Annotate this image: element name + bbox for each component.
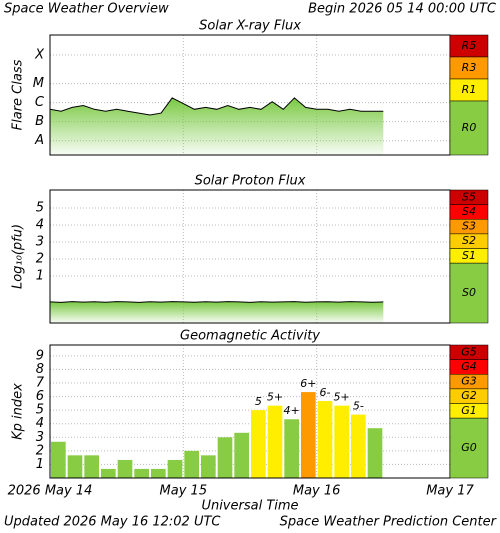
y-tick-label: 4	[36, 218, 44, 233]
y-axis-label: Flare Class	[11, 59, 26, 130]
y-tick-label: 9	[36, 348, 44, 363]
scale-label: S2	[462, 234, 476, 247]
y-tick-label: 3	[36, 235, 44, 250]
kp-bar	[51, 441, 66, 478]
y-tick-label: X	[34, 48, 45, 63]
scale-label: S3	[462, 220, 476, 233]
kp-bar	[334, 405, 349, 478]
y-axis-label: Kp index	[11, 383, 26, 440]
scale-label: G4	[461, 360, 477, 373]
x-tick-label: May 16	[293, 484, 341, 499]
kp-bar	[351, 414, 366, 478]
flux-line	[49, 301, 384, 303]
x-axis-label: Universal Time	[201, 499, 298, 514]
scale-label: G2	[461, 389, 477, 402]
kp-label: 6+	[300, 377, 316, 390]
kp-bar	[317, 401, 333, 478]
y-tick-label: 4	[36, 416, 44, 431]
scale-label: G0	[461, 441, 477, 454]
y-tick-label: 3	[36, 430, 44, 445]
kp-bar	[251, 410, 266, 478]
scale-label: R1	[462, 83, 477, 96]
y-tick-label: C	[35, 95, 45, 110]
scale-label: S1	[462, 249, 476, 262]
panel-title: Solar X-ray Flux	[199, 19, 301, 34]
y-tick-label: A	[34, 133, 44, 148]
kp-label: 5+	[334, 391, 350, 404]
kp-label: 5	[255, 395, 262, 408]
kp-bar	[101, 468, 116, 478]
y-axis-label: Log₁₀(pfu)	[11, 224, 26, 289]
kp-bar	[367, 428, 383, 478]
y-tick-label: 5	[36, 403, 44, 418]
y-tick-label: B	[35, 114, 44, 129]
kp-label: 5-	[353, 400, 364, 413]
y-tick-label: M	[33, 76, 44, 91]
scale-label: S0	[462, 286, 476, 299]
plot-background	[50, 190, 450, 323]
kp-label: 6-	[320, 386, 331, 399]
begin-time: Begin 2026 05 14 00:00 UTC	[308, 2, 497, 17]
y-tick-label: 2	[36, 252, 44, 267]
kp-bar	[201, 455, 216, 478]
flux-line	[49, 97, 384, 116]
scale-label: G1	[461, 404, 477, 417]
scale-segment	[449, 100, 489, 156]
scale-label: G3	[461, 375, 477, 388]
page-title: Space Weather Overview	[4, 2, 169, 17]
scale-label: R3	[462, 61, 477, 74]
kp-label: 5+	[267, 391, 283, 404]
plot-background	[50, 345, 450, 478]
kp-bar	[267, 405, 283, 478]
scale-label: S4	[462, 205, 476, 218]
panel-title: Solar Proton Flux	[195, 174, 306, 189]
y-tick-label: 5	[36, 201, 44, 216]
kp-bar	[84, 455, 99, 478]
kp-bar	[217, 437, 233, 478]
scale-segment	[449, 262, 489, 324]
scale-label: R0	[462, 121, 477, 134]
updated-time: Updated 2026 May 16 12:02 UTC	[4, 515, 221, 530]
kp-bar	[67, 455, 83, 478]
scale-segment	[449, 417, 489, 479]
y-tick-label: 1	[36, 457, 44, 472]
kp-bar	[117, 459, 133, 478]
y-tick-label: 7	[36, 376, 45, 391]
kp-bar	[184, 450, 199, 478]
kp-bar	[134, 468, 149, 478]
y-tick-label: 2	[36, 443, 44, 458]
scale-label: R5	[462, 39, 477, 52]
kp-bar	[151, 468, 166, 478]
y-tick-label: 6	[36, 389, 44, 404]
kp-label: 4+	[284, 404, 300, 417]
kp-bar	[284, 419, 299, 478]
area-fill	[50, 301, 384, 323]
x-tick-label: May 17	[426, 484, 474, 499]
kp-bar	[301, 392, 316, 478]
panel-title: Geomagnetic Activity	[180, 329, 320, 344]
x-tick-label: May 15	[160, 484, 208, 499]
source: Space Weather Prediction Center	[280, 515, 498, 530]
scale-label: S5	[462, 190, 476, 203]
kp-bar	[167, 459, 183, 478]
kp-bar	[234, 432, 249, 478]
x-tick-label: 2026 May 14	[8, 484, 93, 499]
y-tick-label: 1	[36, 269, 44, 284]
scale-label: G5	[461, 345, 477, 358]
y-tick-label: 8	[36, 362, 44, 377]
